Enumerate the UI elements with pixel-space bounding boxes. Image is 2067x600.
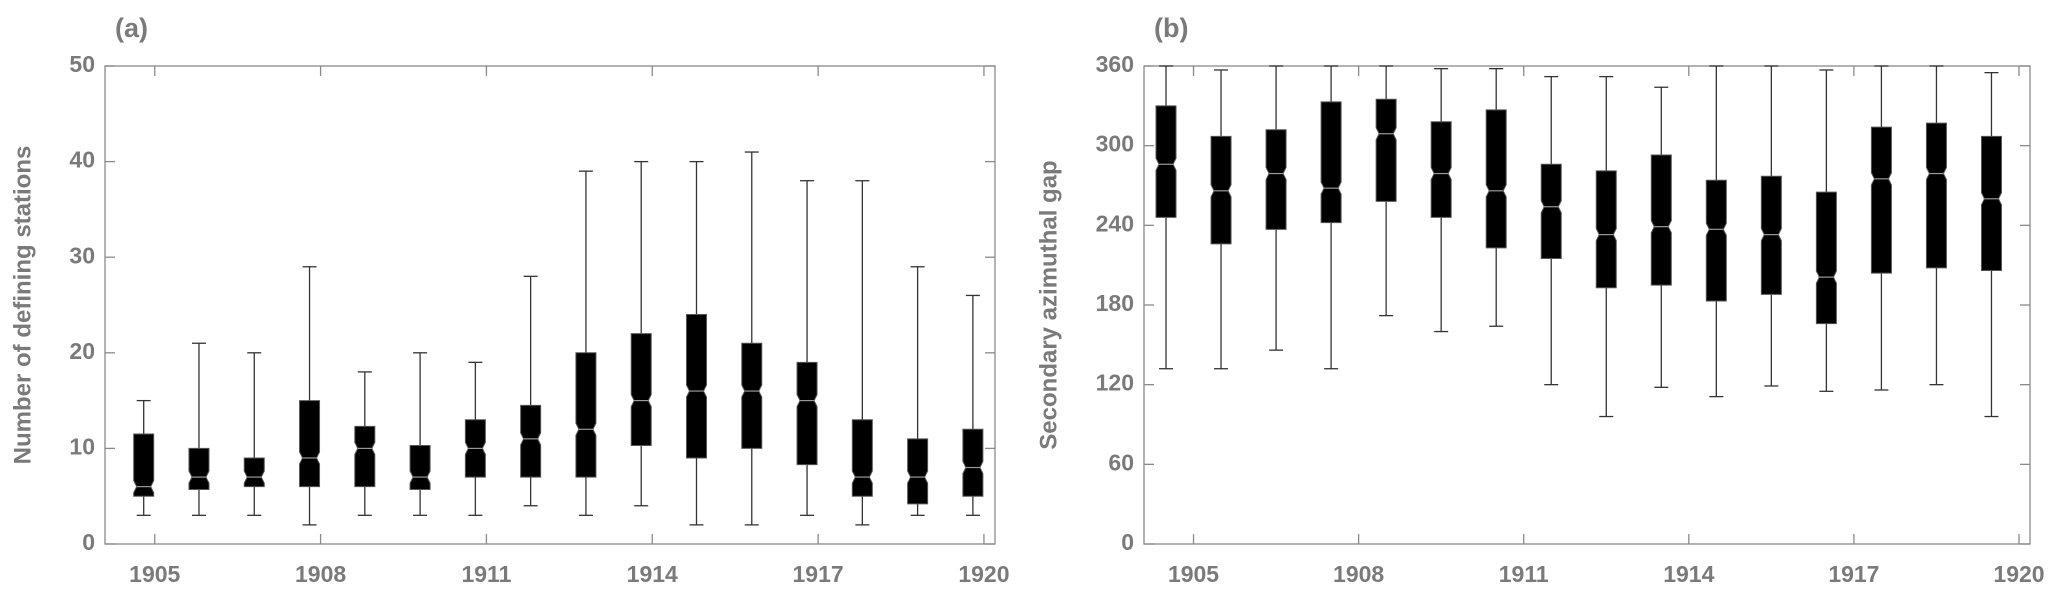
box: [520, 404, 542, 478]
box: [630, 333, 652, 447]
box: [1925, 122, 1947, 269]
box: [851, 419, 873, 497]
y-tick-label: 40: [69, 147, 95, 173]
box: [1430, 121, 1452, 218]
box: [1815, 191, 1837, 325]
y-tick-label: 50: [69, 51, 95, 77]
box: [1760, 175, 1782, 295]
y-tick-label: 180: [1096, 290, 1134, 316]
x-tick-label: 1911: [461, 561, 511, 587]
box: [188, 447, 210, 491]
x-tick-label: 1920: [1993, 561, 2044, 587]
box: [1595, 170, 1617, 289]
box: [962, 428, 984, 497]
y-tick-label: 360: [1096, 51, 1134, 77]
y-tick-label: 0: [1121, 529, 1134, 555]
y-tick-label: 0: [82, 529, 95, 555]
box: [1980, 135, 2002, 271]
y-axis-label: Secondary azimuthal gap: [1035, 160, 1062, 449]
y-tick-label: 20: [69, 338, 95, 364]
box: [1870, 126, 1892, 274]
plot-frame: [104, 65, 996, 545]
x-tick-label: 1917: [1828, 561, 1879, 587]
box: [575, 352, 597, 478]
x-tick-label: 1905: [1168, 561, 1219, 587]
x-tick-label: 1914: [1663, 561, 1714, 587]
box: [1375, 98, 1397, 202]
x-tick-label: 1920: [958, 561, 1009, 587]
y-tick-label: 10: [69, 433, 95, 459]
box: [133, 433, 155, 497]
box: [685, 314, 707, 459]
panel-label: (a): [115, 13, 148, 43]
x-tick-label: 1908: [1333, 561, 1384, 587]
box: [796, 361, 818, 466]
panel-label: (b): [1154, 13, 1188, 43]
x-tick-label: 1911: [1499, 561, 1549, 587]
y-tick-label: 240: [1096, 210, 1134, 236]
box: [1210, 135, 1232, 245]
box: [1265, 129, 1287, 230]
y-tick-label: 60: [1108, 449, 1134, 475]
x-tick-label: 1905: [129, 561, 180, 587]
box: [907, 438, 929, 505]
x-tick-label: 1914: [627, 561, 678, 587]
box: [1155, 105, 1177, 218]
y-tick-label: 30: [69, 242, 95, 268]
box: [1650, 154, 1672, 286]
x-tick-label: 1917: [793, 561, 844, 587]
y-tick-label: 120: [1096, 370, 1134, 396]
box: [354, 425, 376, 488]
box: [741, 342, 763, 449]
box: [1705, 179, 1727, 302]
box: [1320, 101, 1342, 224]
y-tick-label: 300: [1096, 131, 1134, 157]
x-tick-label: 1908: [295, 561, 346, 587]
box: [243, 457, 265, 488]
box: [1485, 109, 1507, 249]
box: [1540, 163, 1562, 260]
box: [299, 400, 321, 488]
y-axis-label: Number of defining stations: [9, 146, 36, 465]
box: [409, 445, 431, 491]
